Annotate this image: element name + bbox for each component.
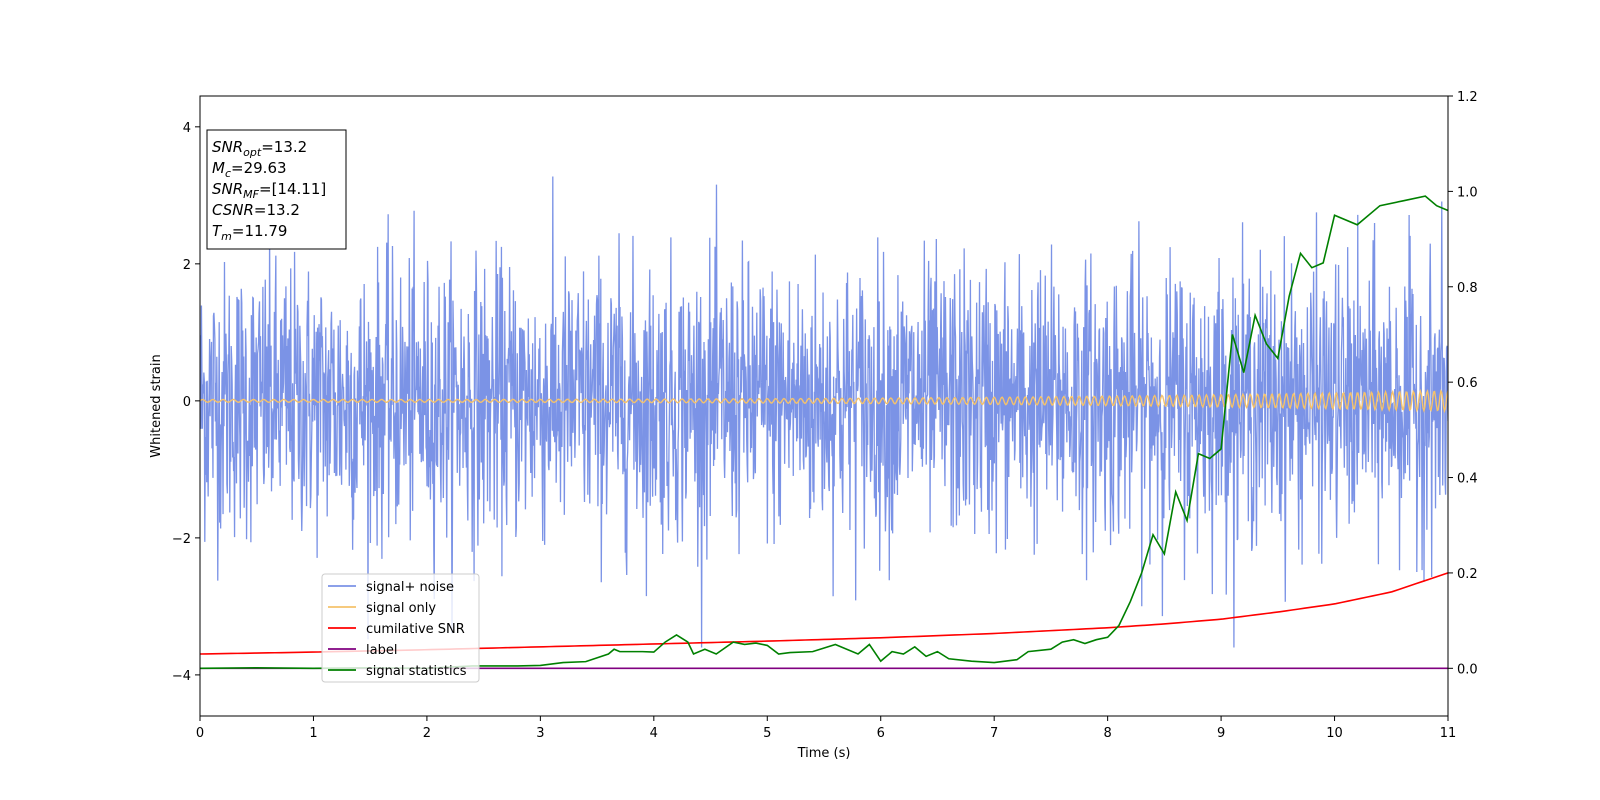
x-tick-label: 4 — [650, 726, 658, 741]
legend: signal+ noise signal only cumilative SNR la… — [321, 573, 480, 683]
legend-label: signal statistics — [366, 664, 467, 679]
y2-tick-label: 0.2 — [1457, 567, 1478, 582]
plot-frame — [199, 95, 1449, 717]
x-tick-label: 1 — [309, 726, 317, 741]
axis-layer: 0 1 2 3 4 5 6 7 8 9 10 11 −4 −2 0 2 4 0.0 0.2 0.4 0.6 0.8 1.0 1… — [172, 90, 1478, 741]
x-tick-label: 5 — [763, 726, 771, 741]
x-tick-label: 3 — [536, 726, 544, 741]
info-box-line: SNRMF=[14.11] — [212, 180, 326, 201]
series-line-signal-only — [200, 388, 1448, 414]
y-tick-label: 4 — [183, 121, 191, 136]
x-tick-label: 9 — [1217, 726, 1225, 741]
y-tick-label: 2 — [183, 258, 191, 273]
legend-frame — [321, 573, 480, 683]
x-tick-label: 8 — [1103, 726, 1111, 741]
series-line-signal-statistics — [200, 195, 1448, 670]
y-tick-label: −2 — [172, 532, 191, 547]
series-line-signal-noise — [200, 176, 1448, 648]
y-tick-label: 0 — [183, 395, 191, 410]
y2-tick-label: 0.4 — [1457, 472, 1478, 487]
info-box-line: CSNR=13.2 — [212, 201, 300, 219]
x-tick-label: 11 — [1440, 726, 1457, 741]
y2-tick-label: 0.8 — [1457, 281, 1478, 296]
info-box-line: Mc=29.63 — [212, 159, 287, 180]
x-tick-label: 6 — [877, 726, 885, 741]
x-tick-label: 2 — [423, 726, 431, 741]
info-box: SNRopt=13.2Mc=29.63SNRMF=[14.11]CSNR=13.… — [206, 129, 347, 250]
y2-tick-label: 0.6 — [1457, 376, 1478, 391]
x-axis-label: Time (s) — [797, 746, 851, 761]
legend-label: signal+ noise — [366, 580, 454, 595]
legend-label: signal only — [366, 601, 436, 616]
x-tick-label: 0 — [196, 726, 204, 741]
x-tick-label: 10 — [1326, 726, 1343, 741]
y-axis-label: Whitened strain — [149, 354, 164, 457]
y2-tick-label: 0.0 — [1457, 662, 1478, 677]
info-box-line: SNRopt=13.2 — [212, 138, 307, 159]
legend-label: label — [366, 643, 397, 658]
info-box-line: Tm=11.79 — [212, 222, 287, 243]
y2-tick-label: 1.2 — [1457, 90, 1478, 105]
legend-label: cumilative SNR — [366, 622, 465, 637]
y-tick-label: −4 — [172, 669, 191, 684]
x-tick-label: 7 — [990, 726, 998, 741]
info-box-frame — [206, 129, 347, 250]
y2-tick-label: 1.0 — [1457, 185, 1478, 200]
